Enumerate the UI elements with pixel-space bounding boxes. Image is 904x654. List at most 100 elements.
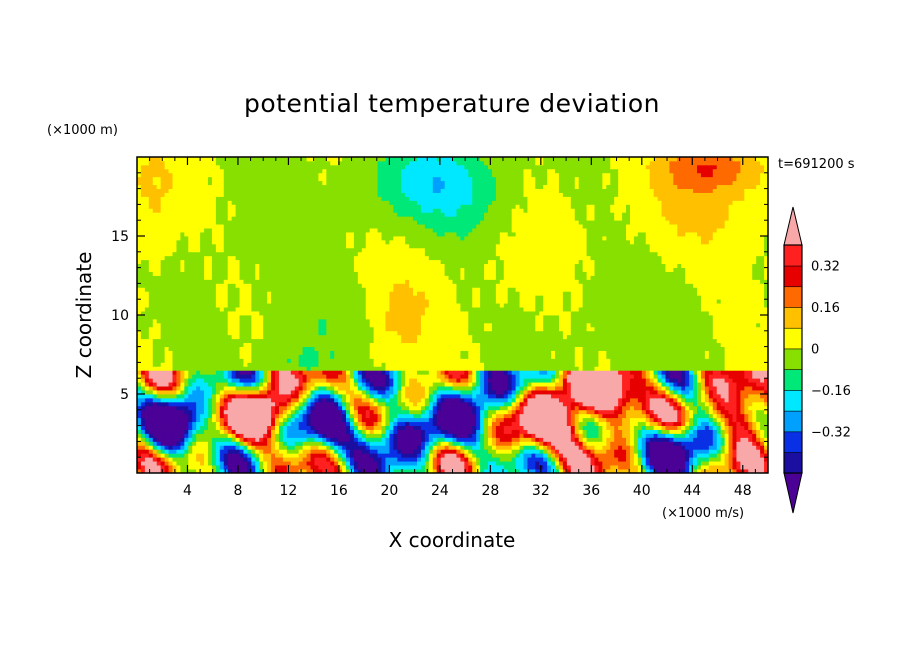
contour-cell [156,374,162,379]
contour-cell [712,465,718,470]
contour-cell [476,370,481,375]
contour-cell [760,437,765,442]
contour-cell [700,461,706,466]
contour-cell [677,433,682,438]
contour-cell [665,405,670,411]
contour-cell [732,397,737,403]
contour-cell [393,362,398,367]
contour-cell [720,362,726,367]
contour-cell [267,366,272,371]
contour-cell [440,409,446,415]
contour-cell [207,382,213,387]
contour-cell [271,397,276,403]
contour-cell [594,386,599,391]
contour-cell [156,433,162,438]
contour-cell [314,413,319,419]
contour-cell [172,358,177,363]
contour-cell [255,413,260,419]
contour-cell [464,421,469,426]
contour-cell [164,469,169,473]
contour-cell [381,354,386,359]
contour-cell [424,370,430,375]
contour-cell [487,421,493,426]
contour-cell [760,382,765,387]
contour-cell [748,390,753,395]
contour-cell [708,350,714,355]
contour-cell [669,433,674,438]
contour-cell [519,433,524,438]
contour-cell [310,441,315,446]
contour-cell [310,465,315,470]
contour-cell [243,437,248,442]
contour-cell [622,382,627,387]
contour-cell [535,409,540,415]
contour-cell [357,441,363,446]
contour-cell [507,441,513,446]
contour-cell [275,394,280,399]
contour-cell [361,370,367,375]
contour-cell [685,390,690,395]
contour-cell [661,433,666,438]
contour-cell [393,390,398,395]
contour-cell [756,437,761,442]
contour-cell [353,386,359,391]
contour-cell [740,370,745,375]
contour-cell [491,465,497,470]
contour-cell [618,401,623,407]
contour-cell [211,378,217,383]
contour-cell [531,445,536,450]
contour-cell [251,401,256,407]
contour-cell [519,378,524,383]
contour-cell [693,465,698,470]
contour-cell [519,429,524,434]
contour-cell [456,465,461,470]
contour-cell [282,437,288,442]
contour-cell [424,401,430,407]
contour-cell [566,354,572,359]
contour-cell [200,457,205,462]
contour-cell [377,469,382,473]
contour-cell [547,382,552,387]
contour-cell [440,362,446,367]
contour-cell [420,405,426,411]
contour-cell [322,350,327,355]
contour-cell [618,413,623,419]
contour-cell [326,425,331,430]
contour-cell [760,441,765,446]
contour-cell [468,397,473,403]
contour-cell [424,429,430,434]
contour-cell [444,374,449,379]
contour-cell [629,469,635,473]
contour-cell [176,370,181,375]
contour-cell [263,390,268,395]
contour-cell [626,437,631,442]
contour-cell [267,370,272,375]
contour-cell [669,413,674,419]
contour-cell [657,390,662,395]
contour-cell [361,409,367,415]
contour-cell [444,386,449,391]
contour-cell [452,362,457,367]
contour-cell [590,386,595,391]
contour-cell [744,429,749,434]
contour-cell [760,366,765,371]
contour-cell [330,465,335,470]
contour-cell [704,366,710,371]
contour-cell [164,425,169,430]
contour-cell [511,417,516,423]
contour-cell [330,370,335,375]
contour-cell [472,441,477,446]
contour-cell [543,382,548,387]
contour-cell [566,453,572,458]
contour-cell [653,390,658,395]
contour-cell [598,461,603,466]
contour-cell [239,409,244,415]
contour-cell [302,366,307,371]
contour-cell [152,401,158,407]
contour-cell [547,469,552,473]
contour-cell [156,409,162,415]
contour-cell [752,354,757,359]
contour-cell [578,374,584,379]
contour-cell [385,413,390,419]
contour-cell [736,465,741,470]
